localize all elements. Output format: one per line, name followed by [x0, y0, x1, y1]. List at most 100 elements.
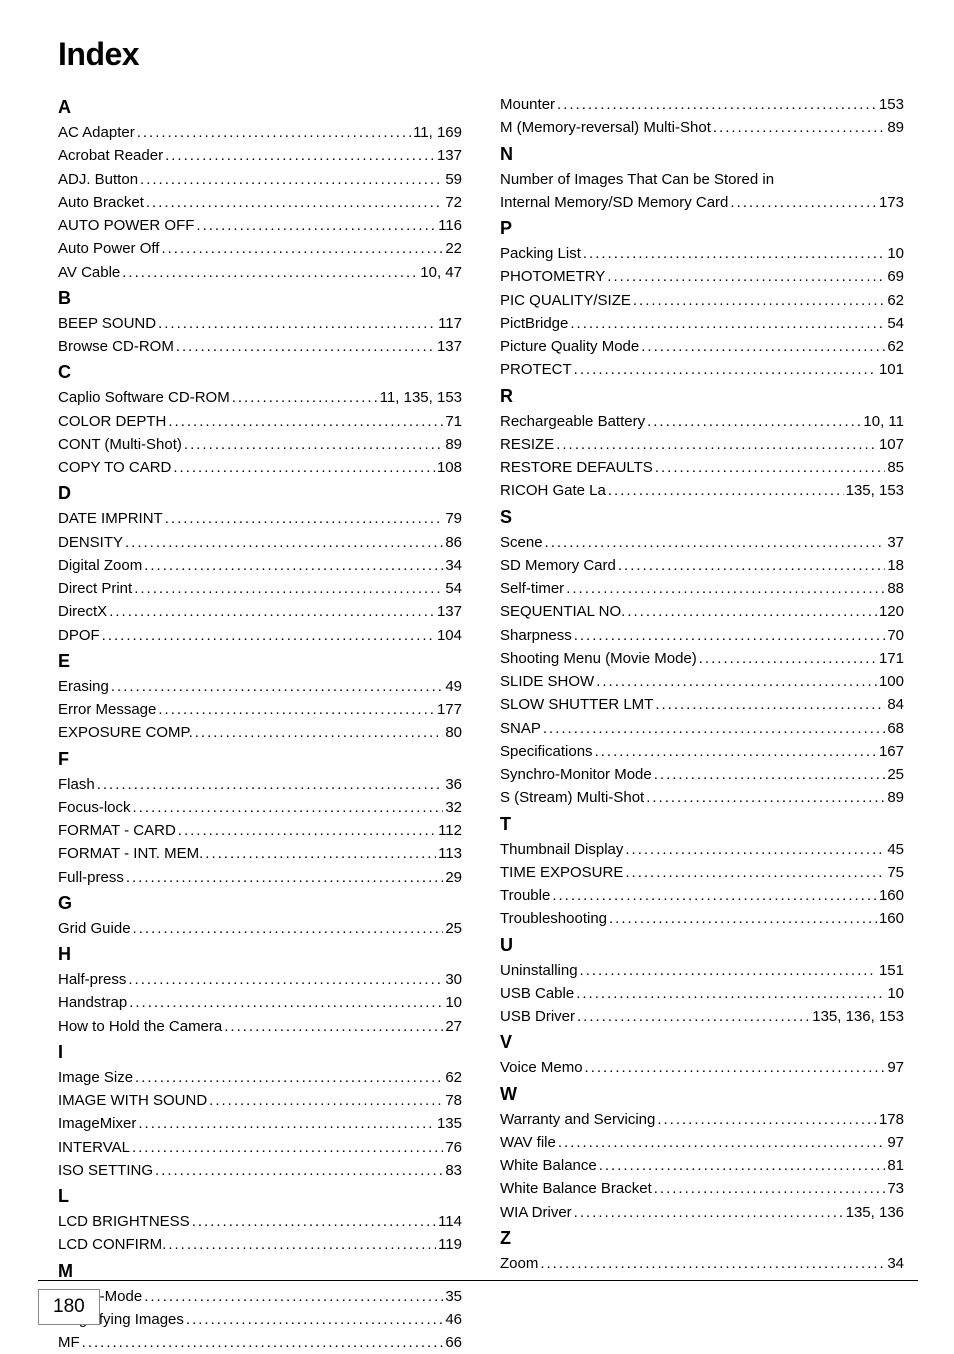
index-entry: Half-press 30 — [58, 968, 462, 991]
index-entry: Acrobat Reader 137 — [58, 144, 462, 167]
entry-dot-leader — [540, 1252, 885, 1275]
entry-pages: 100 — [879, 670, 904, 693]
entry-label: CONT (Multi-Shot) — [58, 433, 182, 456]
entry-dot-leader — [583, 242, 885, 265]
entry-label: PictBridge — [500, 312, 568, 335]
section-letter: H — [58, 944, 462, 965]
entry-pages: 89 — [445, 433, 462, 456]
entry-dot-leader — [713, 116, 885, 139]
entry-label: Caplio Software CD-ROM — [58, 386, 230, 409]
entry-dot-leader — [607, 265, 885, 288]
entry-dot-leader — [646, 786, 885, 809]
index-entry: Full-press 29 — [58, 866, 462, 889]
index-entry: Troubleshooting 160 — [500, 907, 904, 930]
entry-pages: 112 — [438, 819, 462, 842]
entry-label: Browse CD-ROM — [58, 335, 174, 358]
entry-dot-leader — [111, 675, 443, 698]
index-entry: Error Message 177 — [58, 698, 462, 721]
entry-label: SNAP — [500, 717, 541, 740]
entry-pages: 49 — [445, 675, 462, 698]
entry-dot-leader — [655, 693, 885, 716]
entry-pages: 97 — [887, 1056, 904, 1079]
entry-dot-leader — [625, 838, 885, 861]
entry-label: ImageMixer — [58, 1112, 136, 1135]
entry-dot-leader — [102, 624, 435, 647]
entry-pages: 101 — [879, 358, 904, 381]
index-entry: Macro-Mode 35 — [58, 1285, 462, 1308]
entry-pages: 171 — [879, 647, 904, 670]
index-entry: Sharpness 70 — [500, 624, 904, 647]
index-entry: SEQUENTIAL NO. 120 — [500, 600, 904, 623]
section-letter: V — [500, 1032, 904, 1053]
entry-dot-leader — [132, 1136, 443, 1159]
entry-pages: 10 — [887, 982, 904, 1005]
entry-label: White Balance Bracket — [500, 1177, 652, 1200]
entry-dot-leader — [574, 1201, 844, 1224]
index-entry: LCD BRIGHTNESS 114 — [58, 1210, 462, 1233]
entry-label: Full-press — [58, 866, 124, 889]
entry-label: LCD CONFIRM. — [58, 1233, 166, 1256]
entry-label: BEEP SOUND — [58, 312, 156, 335]
index-entry: COPY TO CARD 108 — [58, 456, 462, 479]
entry-dot-leader — [144, 554, 443, 577]
entry-dot-leader — [655, 456, 886, 479]
index-entry: Warranty and Servicing 178 — [500, 1108, 904, 1131]
entry-dot-leader — [144, 1285, 443, 1308]
entry-dot-leader — [625, 861, 885, 884]
entry-label: Synchro-Monitor Mode — [500, 763, 652, 786]
entry-dot-leader — [576, 982, 885, 1005]
entry-label: Auto Bracket — [58, 191, 144, 214]
section-letter: N — [500, 144, 904, 165]
entry-pages: 108 — [437, 456, 462, 479]
entry-pages: 173 — [879, 191, 904, 214]
entry-pages: 62 — [445, 1066, 462, 1089]
index-entry: Digital Zoom 34 — [58, 554, 462, 577]
section-letter: R — [500, 386, 904, 407]
entry-label: FORMAT - INT. MEM. — [58, 842, 203, 865]
entry-pages: 104 — [437, 624, 462, 647]
entry-pages: 167 — [879, 740, 904, 763]
entry-dot-leader — [556, 433, 877, 456]
index-entry: DENSITY 86 — [58, 531, 462, 554]
entry-dot-leader — [176, 335, 435, 358]
entry-pages: 178 — [879, 1108, 904, 1131]
index-entry: Thumbnail Display 45 — [500, 838, 904, 861]
entry-label: SD Memory Card — [500, 554, 616, 577]
entry-dot-leader — [699, 647, 877, 670]
entry-pages: 45 — [887, 838, 904, 861]
entry-pages: 10 — [887, 242, 904, 265]
index-entry: RESIZE 107 — [500, 433, 904, 456]
entry-dot-leader — [633, 289, 885, 312]
entry-pages: 160 — [879, 884, 904, 907]
section-letter: S — [500, 507, 904, 528]
index-entry: DPOF 104 — [58, 624, 462, 647]
entry-label: Handstrap — [58, 991, 127, 1014]
index-title: Index — [58, 36, 904, 73]
entry-label: Grid Guide — [58, 917, 131, 940]
entry-dot-leader — [155, 1159, 443, 1182]
entry-label: WAV file — [500, 1131, 556, 1154]
entry-pages: 89 — [887, 786, 904, 809]
entry-dot-leader — [146, 191, 443, 214]
index-right-column: Mounter 153M (Memory-reversal) Multi-Sho… — [500, 93, 904, 1354]
entry-pages: 62 — [887, 335, 904, 358]
section-letter: G — [58, 893, 462, 914]
entry-label: AUTO POWER OFF — [58, 214, 194, 237]
entry-pages: 160 — [879, 907, 904, 930]
index-entry: Handstrap 10 — [58, 991, 462, 1014]
index-entry: AUTO POWER OFF 116 — [58, 214, 462, 237]
entry-pages: 116 — [438, 214, 462, 237]
index-entry: SLOW SHUTTER LMT 84 — [500, 693, 904, 716]
entry-dot-leader — [657, 1108, 877, 1131]
entry-pages: 75 — [887, 861, 904, 884]
entry-label: FORMAT - CARD — [58, 819, 176, 842]
entry-pages: 10, 11 — [863, 410, 904, 433]
entry-label: SLOW SHUTTER LMT — [500, 693, 653, 716]
index-entry: Internal Memory/SD Memory Card 173 — [500, 191, 904, 214]
index-entry: SNAP 68 — [500, 717, 904, 740]
entry-dot-leader — [135, 1066, 443, 1089]
entry-pages: 68 — [887, 717, 904, 740]
entry-pages: 10 — [445, 991, 462, 1014]
index-entry: SLIDE SHOW 100 — [500, 670, 904, 693]
index-entry: Focus-lock 32 — [58, 796, 462, 819]
